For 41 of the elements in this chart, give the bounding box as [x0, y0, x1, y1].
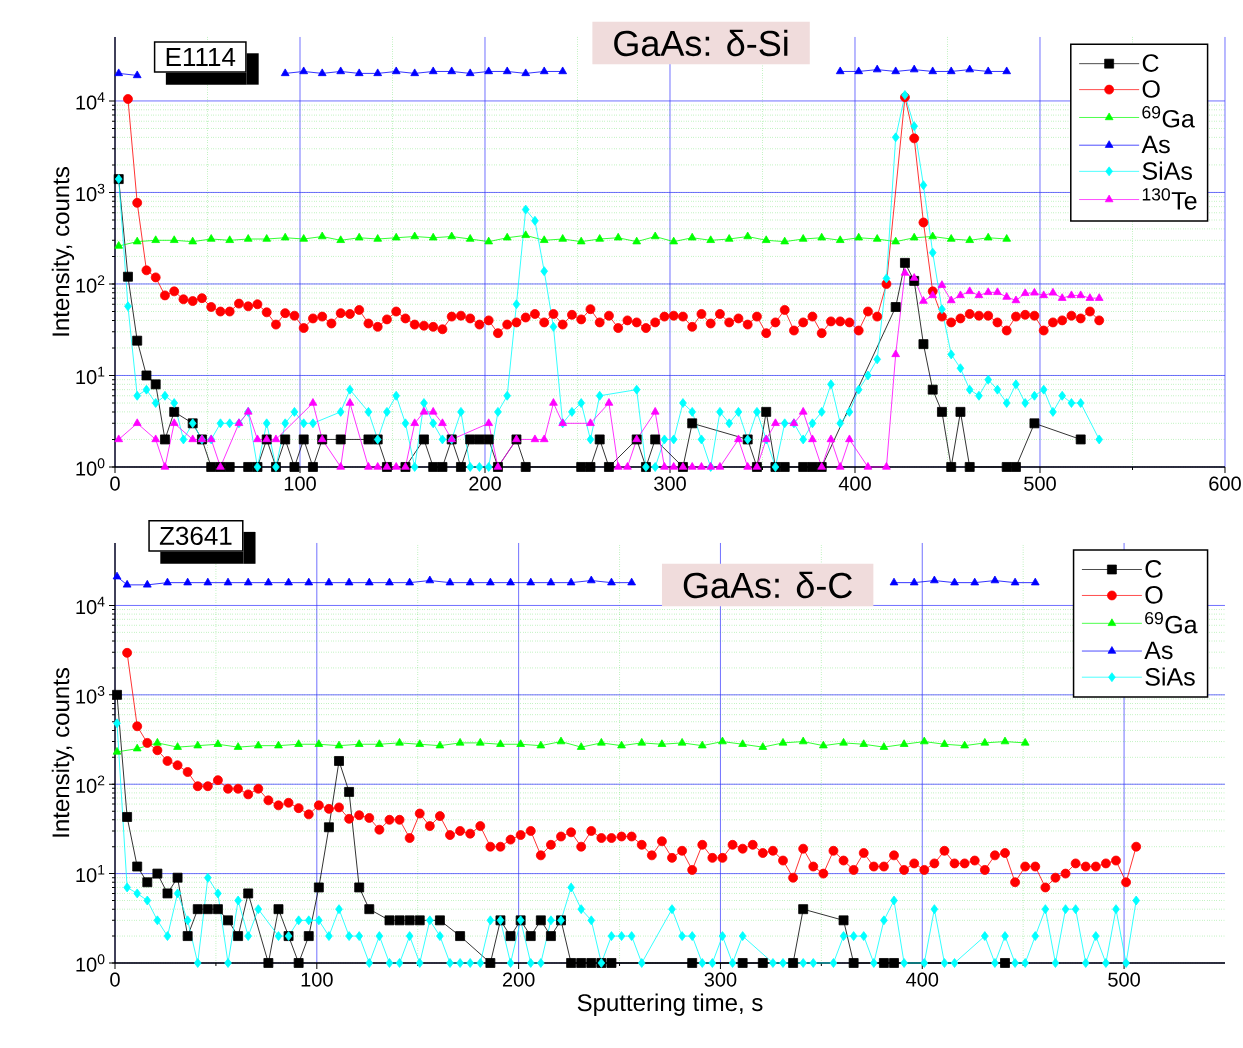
x-tick-label: 100 [301, 972, 333, 987]
legend-label: O [1145, 585, 1163, 604]
x-tick-label: 100 [284, 476, 316, 491]
y-tick-label: 10$^{1}$ [76, 366, 105, 385]
y-tick-label: 10$^{1}$ [76, 864, 105, 883]
x-tick-label: 400 [838, 476, 871, 491]
y-tick-label: 10$^{3}$ [76, 183, 105, 202]
x-tick-label: 400 [906, 972, 939, 987]
x-tick-label: 300 [704, 972, 737, 987]
x-tick-label: 200 [469, 476, 501, 491]
x-tick-label: 300 [654, 476, 686, 491]
x-tick-label: 200 [502, 972, 535, 987]
text: GaAs: δ-C [683, 571, 852, 599]
legend-label: $^{130}$Te [1142, 188, 1197, 210]
y-tick-label: 10$^{0}$ [76, 954, 105, 972]
legend-label: SiAs [1145, 667, 1195, 686]
y-tick-label: 10$^{4}$ [76, 92, 105, 110]
y-axis-title: Intensity, counts [51, 167, 75, 336]
legend-label: As [1141, 135, 1170, 154]
legend-label: C [1145, 560, 1162, 578]
legend-label: C [1142, 54, 1159, 72]
y-tick-label: 10$^{2}$ [76, 775, 105, 793]
legend-label: SiAs [1142, 161, 1192, 180]
annotation: E1114 [166, 48, 236, 66]
x-axis-title: Sputtering time, s [577, 993, 763, 1016]
legend-label: As [1144, 641, 1173, 660]
annotation: Z3641 [159, 526, 232, 546]
chart-title: GaAs: δ-Si [614, 29, 788, 57]
x-tick-label: 600 [1209, 476, 1241, 491]
x-tick-label: 0 [110, 972, 120, 987]
x-tick-label: 500 [1108, 972, 1140, 987]
x-tick-label: 500 [1024, 476, 1056, 491]
y-tick-label: 10$^{3}$ [76, 686, 105, 704]
legend-label: O [1142, 80, 1160, 98]
y-tick-label: 10$^{2}$ [76, 275, 105, 293]
y-tick-label: 10$^{4}$ [76, 596, 105, 615]
y-tick-label: 10$^{0}$ [76, 458, 105, 476]
x-tick-label: 0 [110, 476, 120, 491]
legend-label: $^{69}$Ga [1145, 611, 1198, 634]
legend-label: $^{69}$Ga [1142, 106, 1195, 128]
y-axis-title: Intensity, counts [51, 668, 75, 837]
